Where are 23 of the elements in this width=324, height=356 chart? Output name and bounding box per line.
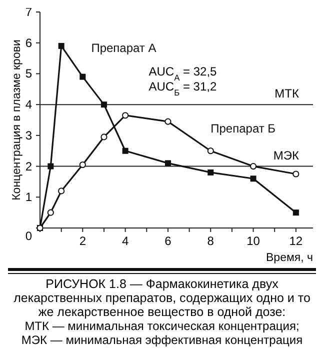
text: РИСУНОК 1.8 — Фармакокинетика двух лекарственных препаратов, содержащих одно и то же лекарственное вещество в одной дозе: xyxy=(14,277,310,319)
ref-line-label: МТК xyxy=(274,86,299,101)
y-tick-label: 1 xyxy=(25,190,32,204)
x-tick-label: 12 xyxy=(289,234,303,248)
x-tick-label: 10 xyxy=(246,234,260,248)
y-tick-label: 4 xyxy=(25,98,32,112)
y-tick-label: 2 xyxy=(25,159,32,174)
x-tick-label: 8 xyxy=(207,234,214,248)
x-tick-label: 6 xyxy=(164,234,172,248)
x-tick-label: 2 xyxy=(79,234,86,248)
text: МЭК — минимальная эффективная концентрация xyxy=(21,333,303,347)
y-axis-title: Концентрация в плазме крови xyxy=(11,40,23,200)
x-tick-label: 4 xyxy=(122,234,129,248)
y-tick-label: 7 xyxy=(25,5,32,19)
text: МТК — минимальная токсическая концентрация; xyxy=(24,319,300,333)
ref-line-label: МЭК xyxy=(273,148,299,162)
y-tick-label: 6 xyxy=(25,36,32,50)
y-tick-label: 3 xyxy=(25,128,32,142)
y-tick-label: 5 xyxy=(25,66,32,81)
x-axis-title: Время, ч xyxy=(266,252,313,264)
series-label: Препарат Б xyxy=(210,121,276,136)
y-tick-label: 0 xyxy=(25,229,32,243)
series-label: Препарат А xyxy=(91,41,156,56)
